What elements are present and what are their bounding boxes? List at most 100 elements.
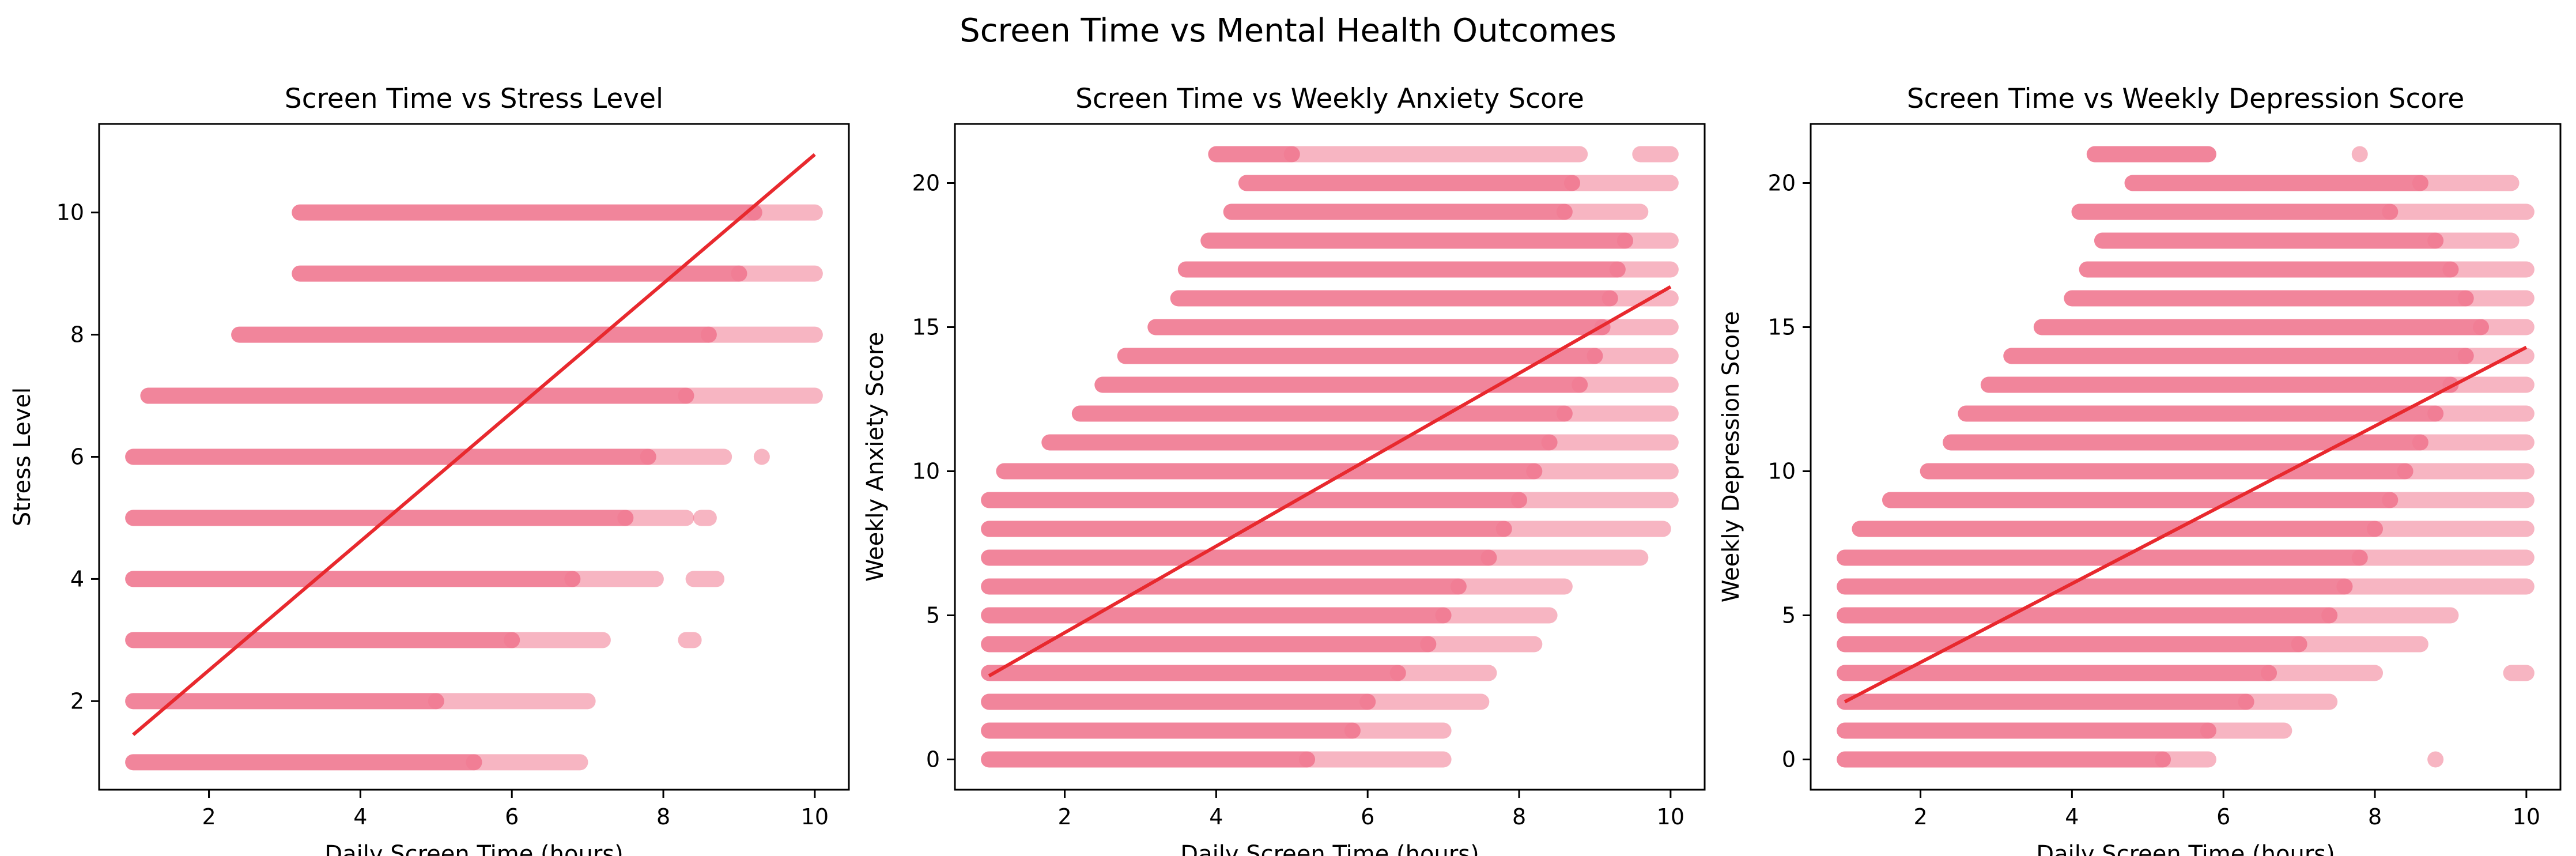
scatter-point	[753, 448, 770, 465]
scatter-point-band	[1556, 405, 1679, 422]
scatter-point-band	[231, 326, 717, 343]
y-tick-label: 0	[1782, 747, 1796, 772]
scatter-point-band	[1587, 348, 1679, 364]
scatter-point-band	[428, 693, 596, 710]
y-tick-label: 15	[912, 315, 940, 340]
scatter-point-band	[1094, 376, 1588, 393]
y-tick-label: 20	[1768, 171, 1796, 196]
y-tick-label: 10	[912, 459, 940, 484]
scatter-point-band	[2071, 203, 2399, 220]
x-tick-label: 10	[1657, 804, 1684, 829]
scatter-point-band	[981, 492, 1528, 508]
trend-line	[988, 285, 1672, 678]
scatter-point-band	[2064, 290, 2474, 307]
scatter-point-band	[981, 693, 1376, 710]
y-tick-label: 6	[70, 444, 84, 470]
scatter-point-band	[1147, 319, 1611, 335]
scatter-point-band	[1450, 578, 1573, 595]
scatter-point-band	[1420, 636, 1543, 653]
scatter-point-band	[1852, 521, 2384, 537]
scatter-point-band	[1283, 146, 1588, 163]
scatter-point-band	[1071, 405, 1573, 422]
scatter-point-band	[125, 510, 634, 526]
subplot-stress: Screen Time vs Stress Level Daily Screen…	[9, 83, 850, 856]
scatter-point-band	[1200, 232, 1634, 249]
x-tick-label: 10	[801, 804, 829, 829]
scatter-point-band	[125, 571, 581, 587]
scatter-point-band	[1389, 665, 1497, 681]
x-tick-label: 10	[2513, 804, 2540, 829]
scatter-point-band	[2079, 261, 2459, 278]
scatter-point-band	[2086, 146, 2216, 163]
scatter-point-band	[981, 549, 1497, 566]
scatter-point-band	[564, 571, 664, 587]
scatter-point-band	[1344, 722, 1452, 739]
scatter-point-band	[2261, 665, 2384, 681]
scatter-point-band	[125, 632, 520, 648]
scatter-point-band	[1837, 549, 2368, 566]
scatter-point-band	[1594, 319, 1679, 335]
x-tick-label: 8	[1512, 804, 1526, 829]
scatter-point-band	[1359, 693, 1490, 710]
x-axis-label: Daily Screen Time (hours)	[324, 841, 623, 856]
x-tick-label: 8	[2368, 804, 2382, 829]
scatter-point-band	[700, 326, 823, 343]
scatter-point-band	[1609, 261, 1679, 278]
x-tick-label: 2	[202, 804, 216, 829]
scatter-point-band	[2382, 492, 2535, 508]
scatter-point-band	[125, 693, 444, 710]
scatter-point-band	[693, 510, 717, 526]
scatter-point-band	[1837, 751, 2171, 768]
x-tick-label: 4	[353, 804, 367, 829]
scatter-point-band	[1541, 434, 1679, 451]
scatter-point-band	[2382, 203, 2535, 220]
scatter-point-band	[2033, 319, 2490, 335]
x-tick-label: 2	[1913, 804, 1927, 829]
y-axis-label: Weekly Depression Score	[1718, 311, 1744, 602]
scatter-point-band	[1837, 665, 2277, 681]
scatter-point-band	[981, 578, 1467, 595]
scatter-point-band	[1170, 290, 1618, 307]
x-tick-label: 4	[1209, 804, 1223, 829]
scatter-point	[2351, 146, 2368, 163]
scatter-point-band	[125, 754, 482, 771]
axes-frame	[954, 123, 1706, 791]
x-tick-label: 6	[1361, 804, 1374, 829]
scatter-point-band	[2094, 232, 2444, 249]
scatter-points	[981, 146, 1679, 768]
scatter-point-band	[1526, 463, 1679, 480]
x-tick-label: 6	[505, 804, 519, 829]
y-tick-label: 10	[1768, 459, 1796, 484]
scatter-point-band	[2336, 578, 2535, 595]
scatter-point-band	[746, 204, 823, 221]
scatter-point-band	[1980, 376, 2459, 393]
scatter-point-band	[1837, 722, 2216, 739]
y-axis-label: Stress Level	[9, 387, 36, 526]
scatter-point-band	[1208, 146, 1300, 163]
subplot-title: Screen Time vs Weekly Depression Score	[1907, 83, 2465, 115]
scatter-point-band	[1617, 232, 1679, 249]
scatter-point-band	[2397, 463, 2535, 480]
trend-line	[132, 153, 816, 736]
y-tick-label: 0	[926, 747, 940, 772]
scatter-point	[2427, 751, 2444, 768]
x-axis-label: Daily Screen Time (hours)	[2036, 841, 2335, 856]
scatter-point-band	[1837, 636, 2307, 653]
scatter-point-band	[1882, 492, 2399, 508]
scatter-point-band	[2473, 319, 2535, 335]
scatter-point-band	[1564, 175, 1679, 191]
x-tick-label: 6	[2216, 804, 2230, 829]
scatter-point-band	[981, 665, 1406, 681]
scatter-point-band	[617, 510, 694, 526]
scatter-point-band	[2291, 636, 2428, 653]
scatter-point-band	[2412, 175, 2520, 191]
scatter-points	[125, 204, 823, 771]
scatter-point-band	[1837, 693, 2254, 710]
y-tick-label: 4	[70, 566, 84, 591]
scatter-point-band	[1958, 405, 2444, 422]
scatter-point-band	[1572, 376, 1679, 393]
scatter-point-band	[2427, 405, 2535, 422]
scatter-point-band	[1632, 146, 1679, 163]
